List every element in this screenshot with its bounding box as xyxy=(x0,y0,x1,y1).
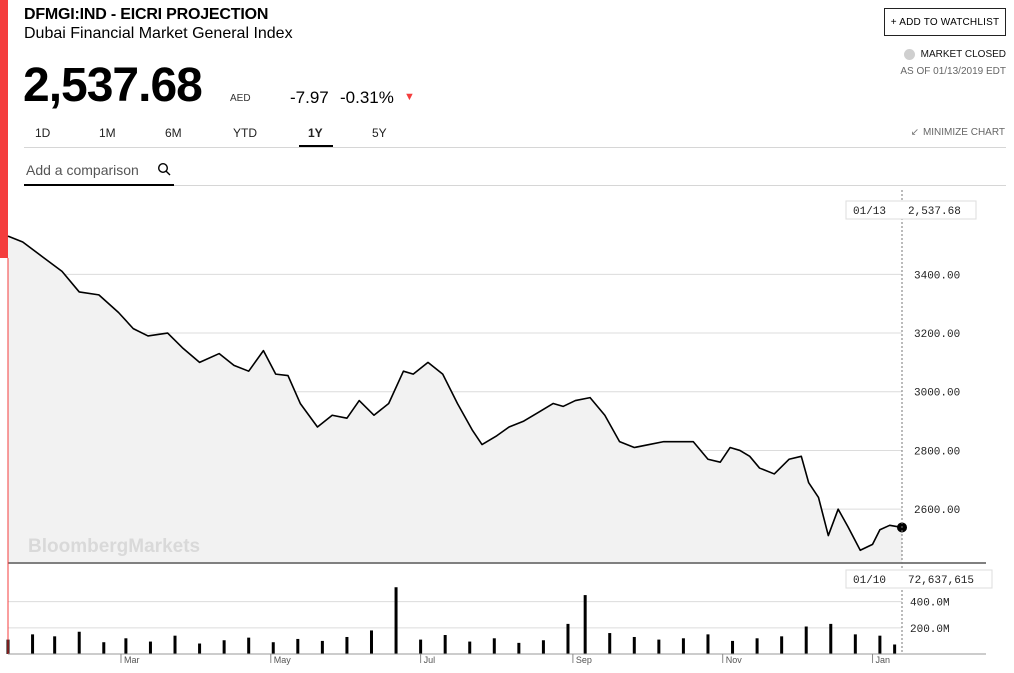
price-tick-label: 2600.00 xyxy=(914,505,960,517)
month-label: Mar xyxy=(124,655,140,665)
volume-bar xyxy=(780,636,784,654)
volume-bar xyxy=(296,638,300,654)
price-cursor-value: 2,537.68 xyxy=(908,206,961,218)
change-absolute: -7.97 xyxy=(290,88,329,107)
volume-bar xyxy=(345,636,349,654)
volume-bar xyxy=(53,636,57,654)
range-tab-ytd[interactable]: YTD xyxy=(233,126,257,140)
volume-bar xyxy=(608,633,612,654)
volume-bar xyxy=(148,641,152,654)
volume-tick-label: 400.0M xyxy=(910,598,950,610)
volume-bar xyxy=(468,641,472,654)
market-status-text: MARKET CLOSED xyxy=(920,49,1006,60)
volume-bar xyxy=(443,635,447,654)
volume-bar xyxy=(681,638,685,654)
volume-bar xyxy=(271,642,275,654)
volume-bar xyxy=(77,631,81,654)
change-percent: -0.31% xyxy=(340,88,394,107)
market-status: MARKET CLOSED xyxy=(903,49,1006,60)
volume-bar xyxy=(517,642,521,654)
search-icon[interactable] xyxy=(157,162,171,176)
volume-bar xyxy=(878,635,882,654)
volume-tick-label: 200.0M xyxy=(910,624,950,636)
ticker-title: DFMGI:IND - EICRI PROJECTION xyxy=(24,6,269,23)
price-tick-label: 3000.00 xyxy=(914,388,960,400)
current-price: 2,537.68 xyxy=(23,59,203,112)
month-label: May xyxy=(274,655,292,665)
month-label: Jan xyxy=(876,655,891,665)
volume-bar xyxy=(755,638,759,654)
minimize-chart-button[interactable]: ↙ MINIMIZE CHART xyxy=(911,127,1005,138)
as-of-text: AS OF 01/13/2019 EDT xyxy=(900,66,1006,77)
volume-bar xyxy=(492,638,496,654)
volume-bar xyxy=(124,638,128,654)
price-tick-label: 3400.00 xyxy=(914,270,960,282)
volume-bar xyxy=(566,623,570,654)
active-range-underline xyxy=(299,145,333,147)
month-label: Sep xyxy=(576,655,592,665)
volume-bar xyxy=(247,637,251,654)
volume-bar xyxy=(394,587,398,654)
volume-bar xyxy=(853,634,857,654)
minimize-icon: ↙ xyxy=(910,127,919,138)
volume-layer xyxy=(6,587,897,654)
volume-bar xyxy=(632,636,636,654)
status-dot-icon xyxy=(903,49,915,60)
range-tab-1d[interactable]: 1D xyxy=(35,126,51,140)
index-name: Dubai Financial Market General Index xyxy=(24,25,293,42)
volume-cursor-value: 72,637,615 xyxy=(908,575,974,587)
axis-layer: 3400.00 3200.00 3000.00 2800.00 2600.00 400.0… xyxy=(7,190,993,665)
price-line xyxy=(7,235,903,552)
down-arrow-icon: ▼ xyxy=(404,91,415,103)
volume-bar xyxy=(419,639,423,654)
watermark: BloombergMarkets xyxy=(28,536,200,557)
month-label: Jul xyxy=(424,655,436,665)
volume-bar xyxy=(198,643,202,654)
volume-bar xyxy=(731,640,735,654)
volume-bar xyxy=(829,623,833,654)
comparison-input[interactable] xyxy=(26,160,151,180)
price-tick-label: 2800.00 xyxy=(914,446,960,458)
volume-bar xyxy=(31,634,35,654)
volume-cursor-box xyxy=(845,569,993,589)
volume-bar xyxy=(222,640,226,654)
volume-bar xyxy=(320,640,324,654)
volume-bar xyxy=(706,634,710,654)
top-divider xyxy=(24,147,1006,148)
comparison-search xyxy=(24,158,174,186)
volume-cursor-date: 01/10 xyxy=(853,575,886,587)
accent-bar xyxy=(0,0,8,258)
volume-bar xyxy=(102,642,106,654)
volume-bar xyxy=(541,640,545,654)
price-cursor-date: 01/13 xyxy=(853,206,886,218)
volume-bar xyxy=(657,639,661,654)
volume-bar xyxy=(173,635,177,654)
volume-bar xyxy=(893,644,897,654)
price-tick-label: 3200.00 xyxy=(914,329,960,341)
currency-label: AED xyxy=(230,93,251,104)
range-tab-1m[interactable]: 1M xyxy=(99,126,116,140)
volume-bar xyxy=(369,630,373,654)
price-cursor-box xyxy=(845,200,977,220)
comparison-divider xyxy=(174,185,1006,186)
range-tab-6m[interactable]: 6M xyxy=(165,126,182,140)
minimize-chart-label: MINIMIZE CHART xyxy=(922,127,1005,138)
volume-bar xyxy=(804,626,808,654)
month-label: Nov xyxy=(726,655,743,665)
range-tab-1y[interactable]: 1Y xyxy=(308,126,323,140)
range-tab-5y[interactable]: 5Y xyxy=(372,126,387,140)
add-to-watchlist-button[interactable]: + ADD TO WATCHLIST xyxy=(884,8,1006,36)
volume-bar xyxy=(583,595,587,654)
